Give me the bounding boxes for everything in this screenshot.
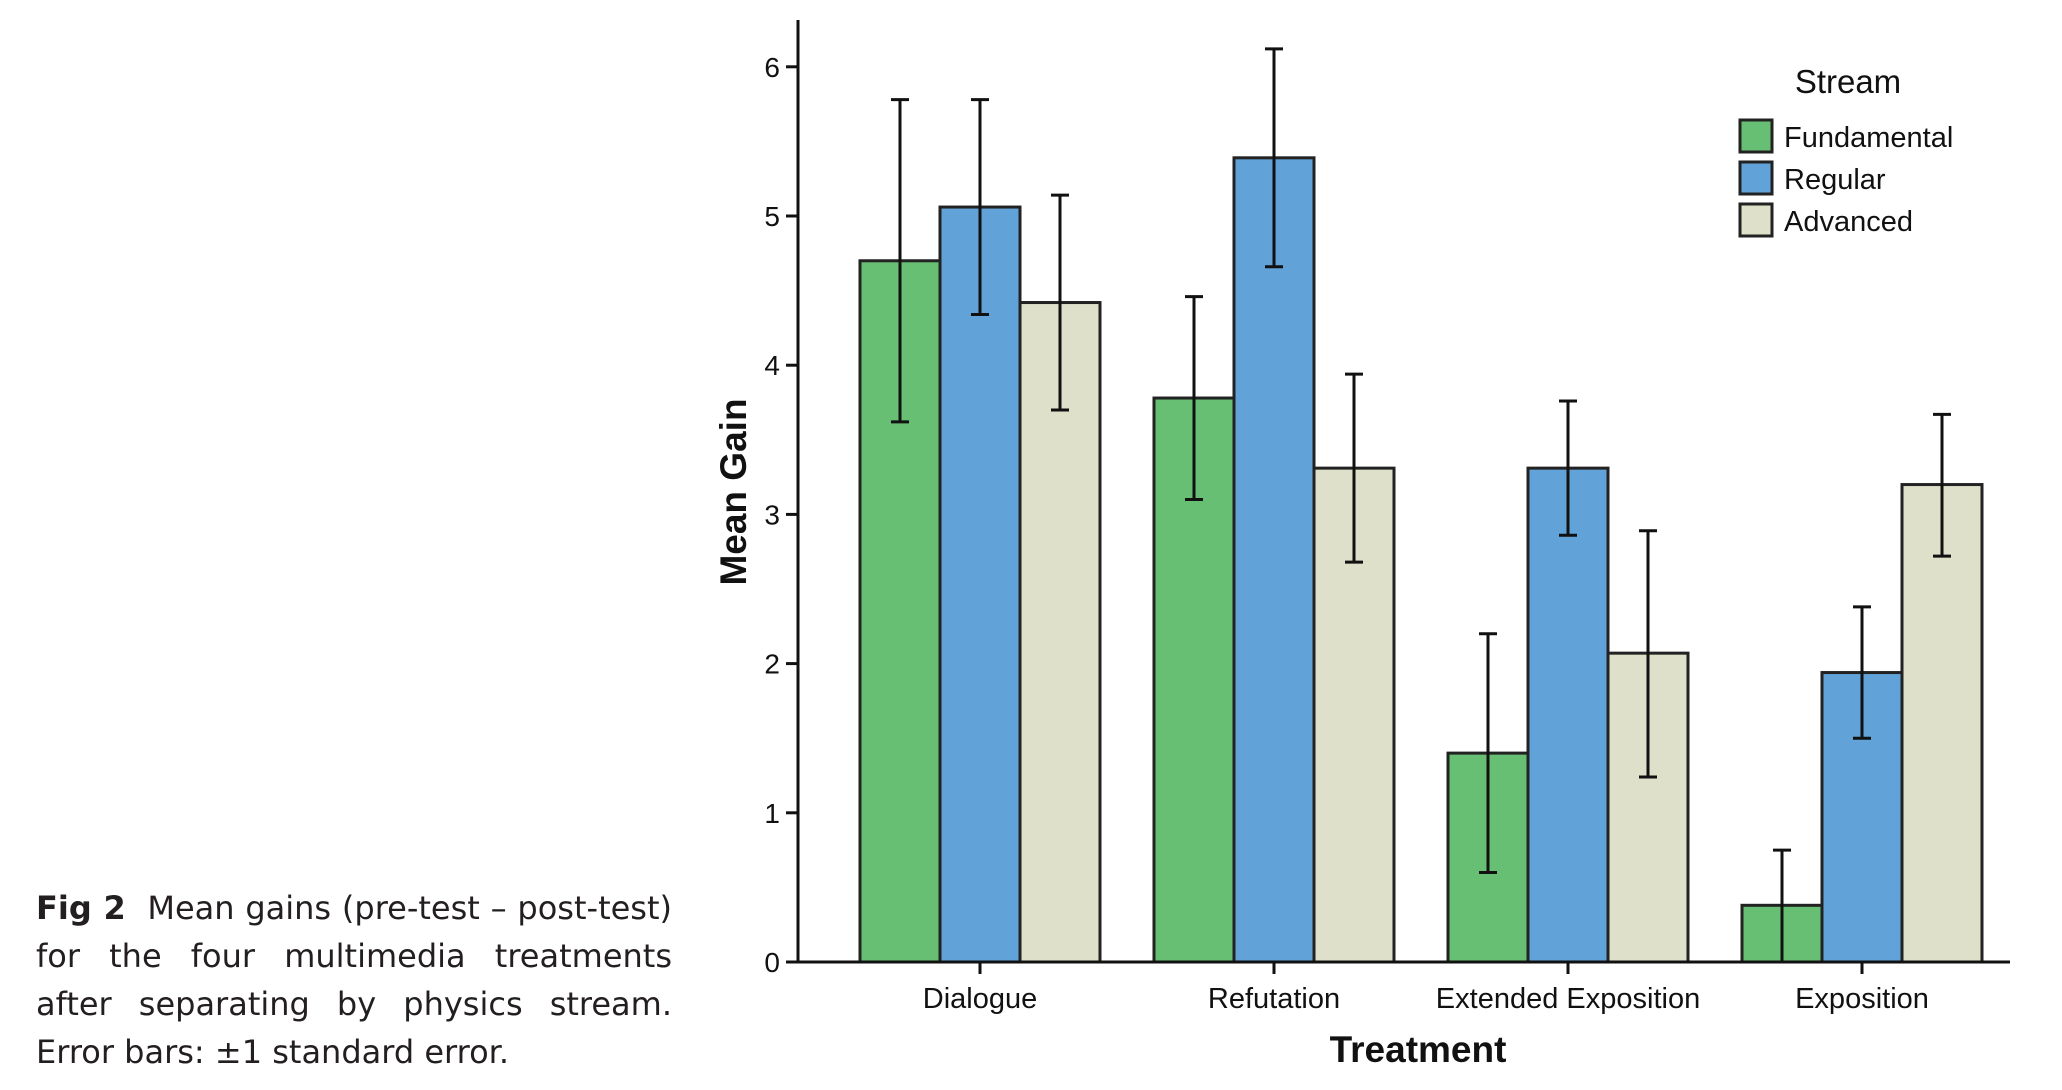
axes-layer: Dialogue Refutation Extended Exposition Exp… bbox=[764, 20, 2010, 1015]
legend-swatch-advanced bbox=[1738, 202, 1774, 238]
y-tick-label: 2 bbox=[764, 649, 780, 680]
error-bar-advanced-exposition bbox=[1933, 412, 1951, 558]
figure-caption: Fig 2 Mean gains (pre-test – post-test) … bbox=[36, 884, 672, 1076]
error-bar-regular-exposition bbox=[1853, 605, 1871, 740]
legend-label-advanced: Advanced bbox=[1784, 206, 1913, 238]
bar-regular-dialogue bbox=[938, 205, 1022, 964]
y-tick-label: 6 bbox=[764, 52, 780, 83]
y-tick-label: 4 bbox=[764, 350, 780, 381]
error-bar-advanced-refutation bbox=[1345, 372, 1363, 564]
bar-regular-extended-exposition bbox=[1526, 466, 1610, 964]
legend-title: Stream bbox=[1795, 63, 1901, 100]
error-bar-regular-extended-exposition bbox=[1559, 399, 1577, 537]
error-bar-fundamental-extended-exposition bbox=[1479, 632, 1497, 874]
y-tick-label: 0 bbox=[764, 947, 780, 978]
x-tick-label: Dialogue bbox=[923, 983, 1037, 1015]
figure-label: Fig 2 bbox=[36, 889, 126, 927]
x-axis-label: Treatment bbox=[1330, 1029, 1507, 1070]
x-tick-label: Refutation bbox=[1208, 983, 1340, 1015]
legend-label-fundamental: Fundamental bbox=[1784, 122, 1953, 154]
error-bar-advanced-extended-exposition bbox=[1639, 529, 1657, 779]
bars-layer bbox=[858, 156, 1984, 964]
error-bar-fundamental-refutation bbox=[1185, 295, 1203, 501]
y-tick-label: 5 bbox=[764, 201, 780, 232]
legend-swatch-fundamental bbox=[1738, 118, 1774, 154]
error-bar-regular-dialogue bbox=[971, 98, 989, 316]
bar-regular-refutation bbox=[1232, 156, 1316, 964]
error-bar-advanced-dialogue bbox=[1051, 193, 1069, 412]
error-bar-fundamental-dialogue bbox=[891, 98, 909, 424]
figure-caption-text: Mean gains (pre-test – post-test) for th… bbox=[36, 889, 673, 1071]
x-tick-label: Exposition bbox=[1795, 983, 1929, 1015]
legend-label-regular: Regular bbox=[1784, 164, 1886, 196]
y-tick-label: 1 bbox=[764, 798, 780, 829]
x-tick-label: Extended Exposition bbox=[1436, 983, 1700, 1015]
error-bar-regular-refutation bbox=[1265, 47, 1283, 269]
legend: Stream Fundamental Regular Advanced bbox=[1738, 63, 1953, 238]
bar-advanced-exposition bbox=[1900, 483, 1984, 964]
bar-advanced-dialogue bbox=[1018, 301, 1102, 964]
y-tick-label: 3 bbox=[764, 499, 780, 530]
y-axis-label: Mean Gain bbox=[713, 398, 754, 585]
legend-swatch-regular bbox=[1738, 160, 1774, 196]
